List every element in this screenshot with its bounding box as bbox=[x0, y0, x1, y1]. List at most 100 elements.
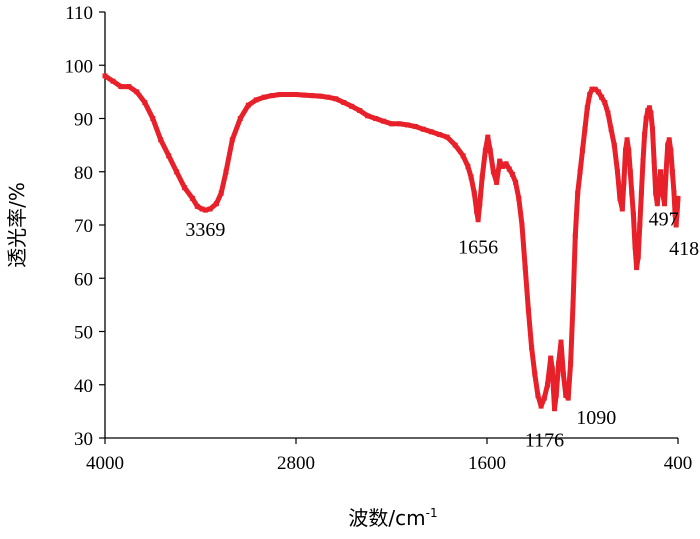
data-point bbox=[560, 371, 566, 377]
data-point bbox=[626, 147, 632, 153]
data-point bbox=[658, 169, 663, 175]
data-point bbox=[653, 190, 659, 196]
data-point bbox=[595, 89, 601, 95]
series-line bbox=[102, 73, 681, 412]
data-point bbox=[397, 121, 402, 127]
y-tick-label: 30 bbox=[74, 429, 93, 450]
data-point bbox=[474, 209, 480, 215]
data-point bbox=[617, 195, 623, 201]
data-point bbox=[110, 78, 116, 84]
data-point bbox=[245, 102, 251, 108]
series-layer bbox=[102, 73, 681, 412]
data-point bbox=[656, 185, 662, 191]
peak-annotation: 418 bbox=[669, 238, 699, 260]
data-point bbox=[611, 142, 617, 148]
data-point bbox=[638, 190, 644, 196]
data-point bbox=[660, 190, 666, 196]
data-point bbox=[293, 92, 299, 97]
peak-annotation: 1656 bbox=[458, 237, 498, 259]
data-point bbox=[357, 108, 363, 113]
data-point bbox=[634, 265, 640, 271]
data-point bbox=[158, 137, 164, 143]
data-point bbox=[592, 86, 598, 92]
data-point bbox=[126, 84, 132, 90]
data-point bbox=[654, 201, 660, 207]
data-point bbox=[102, 73, 108, 79]
data-point bbox=[651, 158, 657, 164]
data-point bbox=[624, 137, 630, 143]
data-point bbox=[513, 179, 519, 185]
data-point bbox=[563, 392, 569, 398]
data-point bbox=[325, 94, 331, 100]
data-point bbox=[608, 126, 614, 132]
data-point bbox=[552, 406, 557, 412]
data-point bbox=[665, 142, 671, 148]
data-point bbox=[174, 169, 180, 175]
data-point bbox=[584, 105, 590, 111]
data-point bbox=[301, 92, 307, 98]
data-point bbox=[662, 201, 667, 207]
x-tick-label: 1600 bbox=[468, 453, 506, 474]
data-point bbox=[541, 395, 547, 401]
data-point bbox=[475, 217, 481, 223]
data-point bbox=[166, 153, 172, 159]
data-point bbox=[333, 96, 339, 102]
data-point bbox=[549, 366, 555, 372]
data-point bbox=[674, 211, 680, 217]
data-point bbox=[500, 163, 506, 169]
data-point bbox=[465, 163, 471, 169]
data-point bbox=[589, 86, 595, 92]
data-point bbox=[150, 116, 156, 121]
data-point bbox=[635, 254, 641, 260]
data-point bbox=[529, 345, 535, 350]
data-point bbox=[675, 195, 681, 201]
y-tick-label: 80 bbox=[74, 163, 93, 184]
data-point bbox=[190, 195, 195, 201]
data-point bbox=[548, 355, 554, 361]
data-point bbox=[404, 122, 410, 128]
data-point bbox=[118, 84, 124, 90]
data-point bbox=[580, 147, 585, 153]
annotation-layer: 3369 1656 1176 1090 497 418 bbox=[185, 209, 699, 452]
data-point bbox=[482, 147, 488, 153]
data-point bbox=[471, 190, 477, 196]
data-point bbox=[468, 174, 474, 180]
data-point bbox=[556, 360, 562, 366]
peak-annotation: 1090 bbox=[576, 407, 616, 429]
data-point bbox=[582, 126, 588, 132]
data-point bbox=[568, 360, 574, 366]
x-axis-label-superscript: -1 bbox=[426, 506, 438, 520]
data-point bbox=[565, 395, 571, 401]
data-point bbox=[532, 371, 538, 377]
data-point bbox=[570, 302, 576, 308]
data-point bbox=[269, 93, 275, 99]
data-point bbox=[621, 179, 627, 185]
data-point bbox=[213, 201, 219, 207]
data-point bbox=[522, 265, 528, 271]
data-point bbox=[648, 110, 654, 116]
data-point bbox=[229, 137, 235, 143]
data-point bbox=[487, 147, 493, 153]
data-point bbox=[627, 169, 633, 175]
y-tick-label: 70 bbox=[74, 216, 93, 237]
data-point bbox=[669, 169, 675, 175]
data-point bbox=[623, 147, 628, 153]
data-point bbox=[485, 134, 491, 140]
data-point bbox=[553, 392, 559, 398]
data-point bbox=[646, 105, 652, 111]
data-point bbox=[194, 203, 200, 209]
data-point bbox=[134, 89, 140, 95]
data-point bbox=[510, 171, 515, 177]
data-point bbox=[261, 94, 267, 100]
data-point bbox=[479, 174, 485, 180]
y-tick-label: 50 bbox=[74, 323, 93, 344]
x-tick-label: 2800 bbox=[277, 453, 315, 474]
data-point bbox=[142, 100, 148, 105]
data-point bbox=[640, 158, 646, 164]
data-point bbox=[506, 166, 512, 172]
ticks: 30 40 50 60 70 80 90 100 110 4000 2800 1600 400 bbox=[65, 3, 693, 474]
y-axis-label: 透光率/% bbox=[5, 182, 29, 268]
data-point bbox=[666, 137, 672, 143]
y-tick-label: 40 bbox=[74, 376, 93, 397]
